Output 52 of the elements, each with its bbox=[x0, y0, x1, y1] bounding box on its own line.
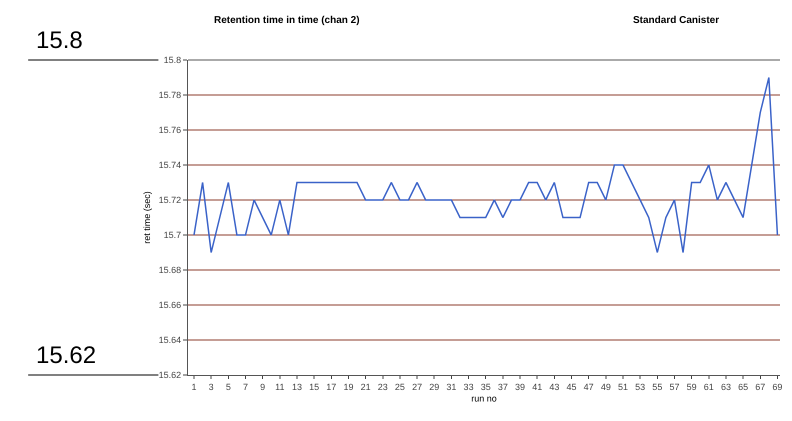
line-series bbox=[193, 76, 778, 254]
x-tick-label: 43 bbox=[549, 382, 560, 392]
x-tick-label: 55 bbox=[652, 382, 662, 392]
x-tick-label: 9 bbox=[260, 382, 266, 392]
x-tick-label: 69 bbox=[772, 382, 782, 392]
x-tick-label: 27 bbox=[412, 382, 422, 392]
x-tick-label: 1 bbox=[192, 382, 197, 392]
x-tick-label: 7 bbox=[242, 382, 248, 392]
x-tick-label: 17 bbox=[326, 382, 336, 392]
x-tick-label: 11 bbox=[275, 382, 284, 392]
y-tick-label: 15.68 bbox=[158, 265, 182, 276]
y-tick-label: 15.64 bbox=[158, 335, 182, 346]
x-tick-label: 3 bbox=[208, 382, 214, 392]
y-tick-label: 15.72 bbox=[158, 195, 182, 206]
text: 15.62 bbox=[36, 342, 96, 369]
x-tick-label: 31 bbox=[446, 382, 456, 392]
x-tick-label: 35 bbox=[480, 382, 491, 392]
x-tick-label: 21 bbox=[360, 382, 371, 392]
x-tick-label: 25 bbox=[394, 382, 405, 392]
y-tick-label: 15.62 bbox=[158, 370, 182, 380]
x-tick-label: 13 bbox=[292, 382, 302, 392]
x-tick-label: 15 bbox=[309, 382, 320, 392]
x-tick-label: 65 bbox=[738, 382, 748, 392]
x-tick-label: 23 bbox=[378, 382, 388, 392]
y-tick-label: 15.74 bbox=[158, 160, 182, 170]
y-tick-label: 15.66 bbox=[158, 300, 182, 310]
x-tick-label: 39 bbox=[515, 382, 526, 392]
y-tick-label: 15.7 bbox=[164, 230, 182, 240]
x-tick-label: 49 bbox=[600, 382, 611, 392]
x-tick-label: 29 bbox=[429, 382, 440, 392]
x-axis-title: run no bbox=[471, 394, 497, 404]
x-tick-label: 63 bbox=[720, 382, 731, 392]
x-tick-label: 61 bbox=[704, 382, 714, 392]
x-tick-label: 67 bbox=[755, 382, 766, 392]
y-tick-label: 15.76 bbox=[158, 125, 182, 136]
x-tick-label: 5 bbox=[226, 382, 231, 392]
y-tick-label: 15.78 bbox=[158, 90, 182, 100]
x-tick-label: 19 bbox=[343, 382, 354, 392]
x-tick-label: 51 bbox=[618, 382, 628, 392]
x-tick-label: 41 bbox=[532, 382, 542, 392]
y-tick-label: 15.8 bbox=[164, 55, 182, 66]
text: 15.8 bbox=[36, 27, 83, 54]
x-tick-label: 45 bbox=[566, 382, 577, 392]
x-tick-label: 57 bbox=[669, 382, 680, 392]
x-tick-label: 53 bbox=[635, 382, 646, 392]
x-tick-label: 33 bbox=[464, 382, 474, 392]
x-tick-label: 59 bbox=[686, 382, 697, 392]
chart-subtitle: Standard Canister bbox=[633, 15, 720, 26]
y-axis-title: ret time (sec) bbox=[142, 191, 152, 244]
x-tick-label: 37 bbox=[498, 382, 508, 392]
chart-title: Retention time in time (chan 2) bbox=[214, 15, 360, 26]
x-tick-label: 47 bbox=[584, 382, 594, 392]
